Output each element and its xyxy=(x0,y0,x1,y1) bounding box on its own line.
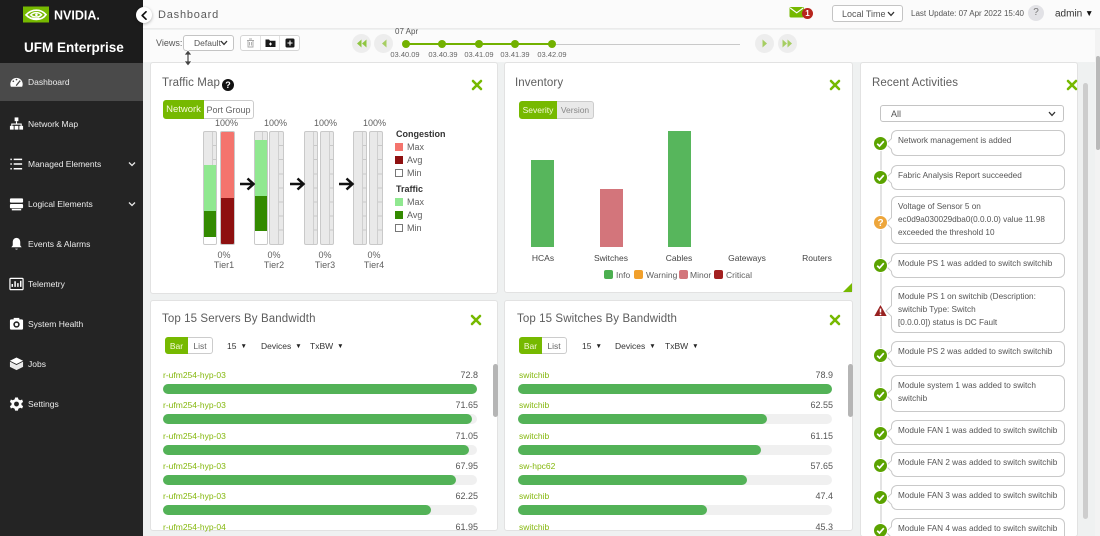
svg-text:?: ? xyxy=(877,218,883,229)
svg-text:NVIDIA.: NVIDIA. xyxy=(54,9,100,23)
